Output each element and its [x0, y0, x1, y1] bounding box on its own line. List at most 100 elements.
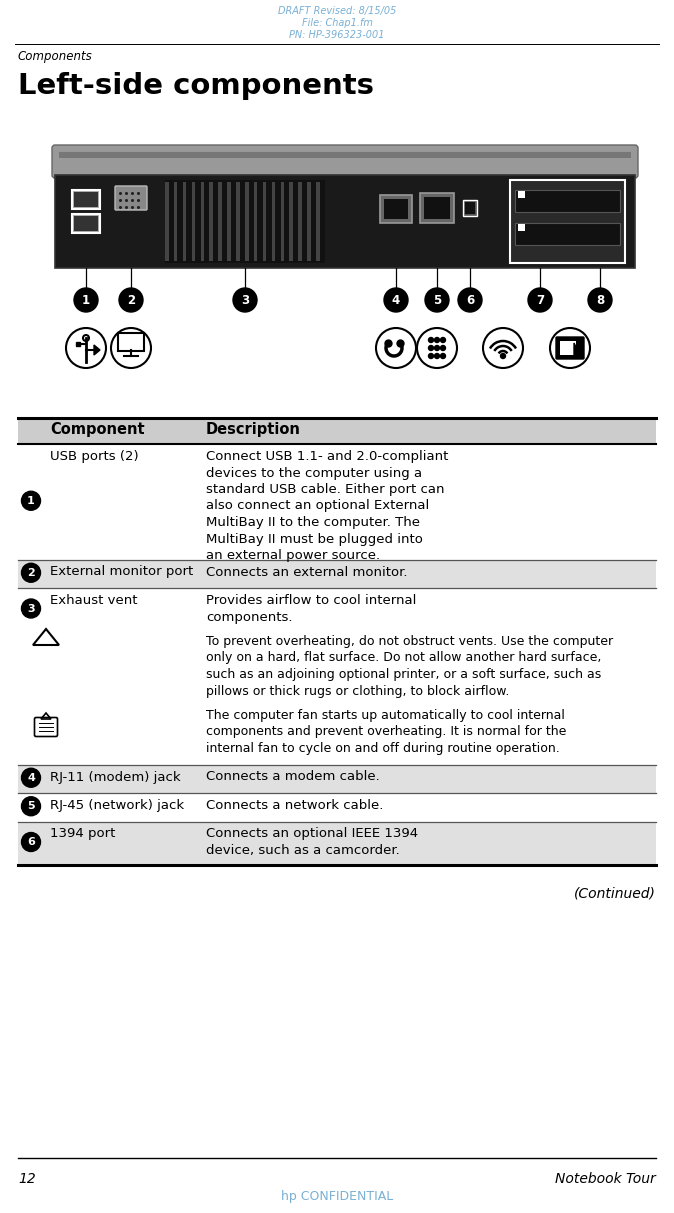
Text: Component: Component	[50, 422, 145, 437]
Bar	[307, 182, 311, 261]
Text: 6: 6	[466, 294, 474, 307]
Text: To prevent overheating, do not obstruct vents. Use the computer
only on a hard, : To prevent overheating, do not obstruct …	[206, 634, 613, 697]
Bar	[510, 180, 625, 263]
Circle shape	[384, 287, 408, 312]
Bar	[465, 203, 475, 213]
Bar	[35, 120, 641, 391]
Bar	[227, 182, 231, 261]
Text: File: Chap1.fm: File: Chap1.fm	[301, 18, 373, 28]
Bar	[518, 224, 525, 230]
Bar	[263, 182, 266, 261]
Text: Provides airflow to cool internal
components.: Provides airflow to cool internal compon…	[206, 594, 417, 623]
Bar	[218, 182, 222, 261]
Text: Connects an optional IEEE 1394
device, such as a camcorder.: Connects an optional IEEE 1394 device, s…	[206, 827, 418, 858]
Circle shape	[111, 328, 151, 368]
Circle shape	[425, 287, 449, 312]
Text: 8: 8	[596, 294, 604, 307]
Circle shape	[429, 337, 433, 342]
Bar	[18, 559, 656, 588]
Text: External monitor port: External monitor port	[50, 565, 193, 579]
Circle shape	[435, 337, 439, 342]
Text: Connect USB 1.1- and 2.0-compliant
devices to the computer using a
standard USB : Connect USB 1.1- and 2.0-compliant devic…	[206, 450, 448, 562]
Circle shape	[458, 287, 482, 312]
Bar	[515, 190, 620, 212]
Bar	[254, 182, 257, 261]
Circle shape	[22, 491, 40, 511]
Bar	[384, 199, 408, 220]
Bar	[165, 182, 168, 261]
Bar	[201, 182, 204, 261]
Text: RJ-11 (modem) jack: RJ-11 (modem) jack	[50, 770, 181, 784]
Circle shape	[417, 328, 457, 368]
FancyBboxPatch shape	[52, 146, 638, 178]
Circle shape	[588, 287, 612, 312]
Bar	[183, 182, 186, 261]
Bar	[191, 182, 195, 261]
Text: 3: 3	[27, 604, 35, 614]
Text: 3: 3	[241, 294, 249, 307]
Text: Description: Description	[206, 422, 301, 437]
Circle shape	[376, 328, 416, 368]
Text: 5: 5	[27, 802, 35, 811]
Circle shape	[435, 346, 439, 351]
FancyBboxPatch shape	[72, 213, 100, 233]
Bar	[174, 182, 177, 261]
FancyBboxPatch shape	[380, 195, 412, 223]
FancyBboxPatch shape	[556, 337, 584, 359]
Text: (Continued): (Continued)	[574, 887, 656, 900]
Circle shape	[441, 346, 446, 351]
Text: hp CONFIDENTIAL: hp CONFIDENTIAL	[281, 1190, 393, 1203]
Bar	[463, 200, 477, 216]
Circle shape	[233, 287, 257, 312]
Text: 5: 5	[433, 294, 441, 307]
Circle shape	[66, 328, 106, 368]
Text: Left-side components: Left-side components	[18, 72, 374, 99]
Bar	[280, 182, 284, 261]
Bar	[424, 197, 450, 220]
Circle shape	[483, 328, 523, 368]
Bar	[299, 182, 302, 261]
Text: 1: 1	[27, 496, 35, 506]
Circle shape	[119, 287, 143, 312]
Circle shape	[74, 287, 98, 312]
Circle shape	[22, 599, 40, 617]
Text: Connects a network cable.: Connects a network cable.	[206, 799, 384, 811]
Text: 4: 4	[27, 773, 35, 782]
Bar	[18, 764, 656, 793]
Bar	[18, 821, 656, 865]
Bar	[518, 190, 525, 198]
Circle shape	[441, 337, 446, 342]
Bar	[165, 180, 325, 263]
Bar	[74, 192, 98, 207]
Circle shape	[22, 563, 40, 582]
Text: Components: Components	[18, 50, 93, 63]
Bar	[236, 182, 240, 261]
Bar	[289, 182, 293, 261]
Bar	[74, 216, 98, 230]
Text: 4: 4	[392, 294, 400, 307]
Text: DRAFT Revised: 8/15/05: DRAFT Revised: 8/15/05	[278, 6, 396, 16]
Text: The computer fan starts up automatically to cool internal
components and prevent: The computer fan starts up automatically…	[206, 710, 566, 754]
Bar	[515, 223, 620, 245]
Polygon shape	[574, 343, 580, 355]
Text: 1: 1	[82, 294, 90, 307]
Text: 6: 6	[27, 837, 35, 847]
Bar	[272, 182, 275, 261]
Bar	[55, 175, 635, 268]
Text: Notebook Tour: Notebook Tour	[555, 1172, 656, 1186]
FancyBboxPatch shape	[115, 186, 147, 210]
Text: Connects a modem cable.: Connects a modem cable.	[206, 770, 379, 784]
Circle shape	[435, 353, 439, 359]
Circle shape	[22, 797, 40, 816]
Bar	[18, 418, 656, 444]
Bar	[245, 182, 249, 261]
Bar	[210, 182, 213, 261]
Circle shape	[550, 328, 590, 368]
Circle shape	[22, 832, 40, 852]
Text: PN: HP-396323-001: PN: HP-396323-001	[289, 30, 385, 40]
Circle shape	[429, 346, 433, 351]
FancyBboxPatch shape	[420, 193, 454, 223]
Text: 2: 2	[27, 568, 35, 577]
Text: USB ports (2): USB ports (2)	[50, 450, 139, 463]
Bar	[316, 182, 319, 261]
